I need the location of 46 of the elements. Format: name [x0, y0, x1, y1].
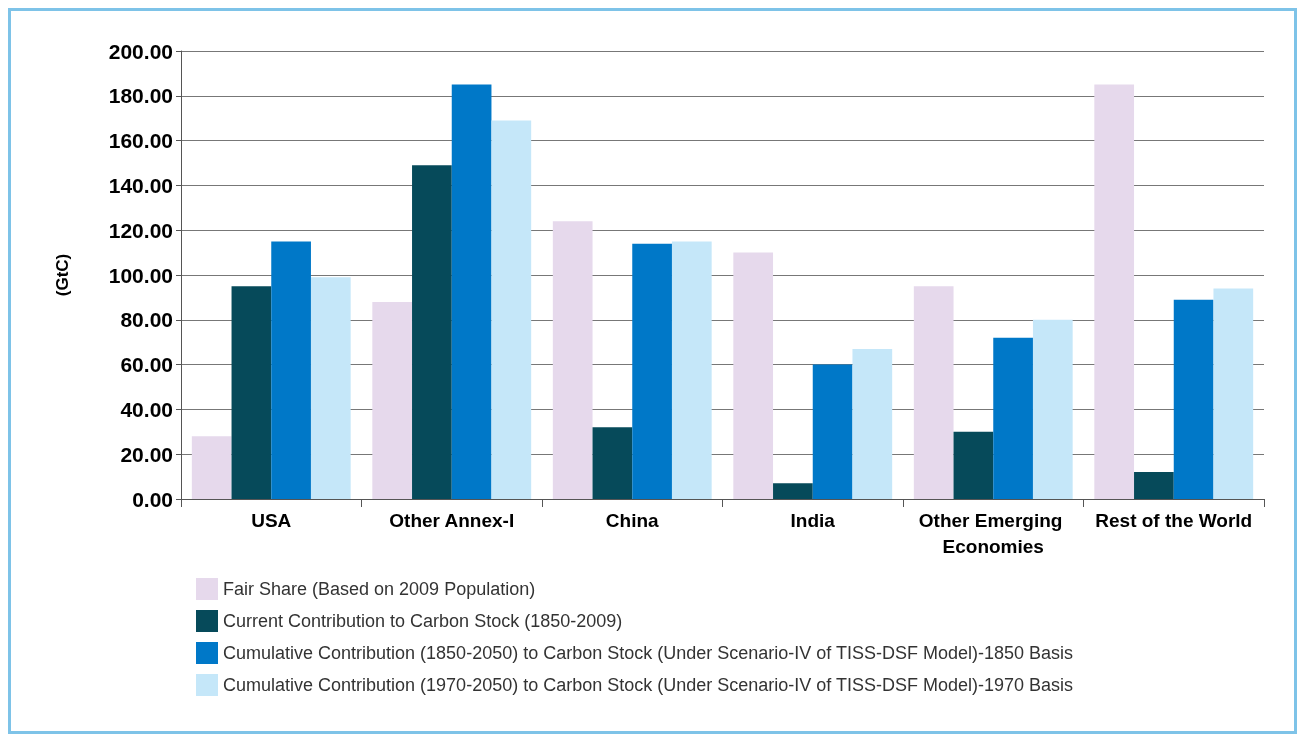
y-tick-label: 180.00 [108, 84, 173, 108]
bar [671, 241, 712, 499]
bar [1032, 319, 1073, 499]
y-tick-label: 20.00 [120, 442, 173, 466]
bar [993, 337, 1033, 499]
bar [913, 286, 954, 499]
y-tick-label: 80.00 [120, 308, 173, 332]
bar [1134, 472, 1174, 499]
bar [733, 252, 774, 499]
x-tick-label: China [605, 509, 660, 531]
y-tick-label: 160.00 [108, 129, 173, 153]
bar [491, 120, 532, 499]
bar [412, 165, 452, 499]
bar [773, 483, 813, 499]
bar [1094, 84, 1135, 499]
bar [552, 221, 593, 499]
bar [812, 364, 853, 499]
bar [1173, 299, 1214, 499]
bar [632, 243, 672, 499]
bar [451, 84, 492, 499]
bar [953, 431, 994, 499]
x-tick-label: Rest of the World [1095, 509, 1253, 531]
bar [231, 286, 272, 499]
legend-label: Cumulative Contribution (1970-2050) to Carbon Stock (Under Scenario-IV of TISS-DSF Model)-1970 Basis [223, 675, 1074, 695]
y-tick-label: 120.00 [108, 218, 173, 242]
bar [310, 277, 351, 499]
x-tick-label: India [790, 509, 836, 531]
y-tick-label: 140.00 [108, 173, 173, 197]
y-tick-label: 0.00 [132, 487, 173, 511]
bar [271, 241, 311, 499]
y-tick-label: 200.00 [108, 39, 173, 63]
bar [592, 427, 633, 499]
x-tick-label: Other Annex-I [389, 509, 515, 531]
legend-label: Fair Share (Based on 2009 Population) [223, 579, 536, 599]
legend-label: Cumulative Contribution (1850-2050) to Carbon Stock (Under Scenario-IV of TISS-DSF Model)-1850 Basis [223, 643, 1074, 663]
bar [372, 301, 413, 499]
y-axis-title: (GtC) [53, 253, 72, 297]
x-tick-label: USA [251, 509, 292, 531]
x-tick-label: Other Emerging Economies [918, 509, 1068, 557]
y-tick-label: 40.00 [120, 397, 173, 421]
bar [852, 348, 893, 499]
legend-label: Current Contribution to Carbon Stock (1850-2009) [223, 611, 623, 631]
bar [1213, 288, 1254, 499]
y-tick-label: 100.00 [108, 263, 173, 287]
bar [191, 436, 232, 499]
y-tick-label: 60.00 [120, 353, 173, 377]
